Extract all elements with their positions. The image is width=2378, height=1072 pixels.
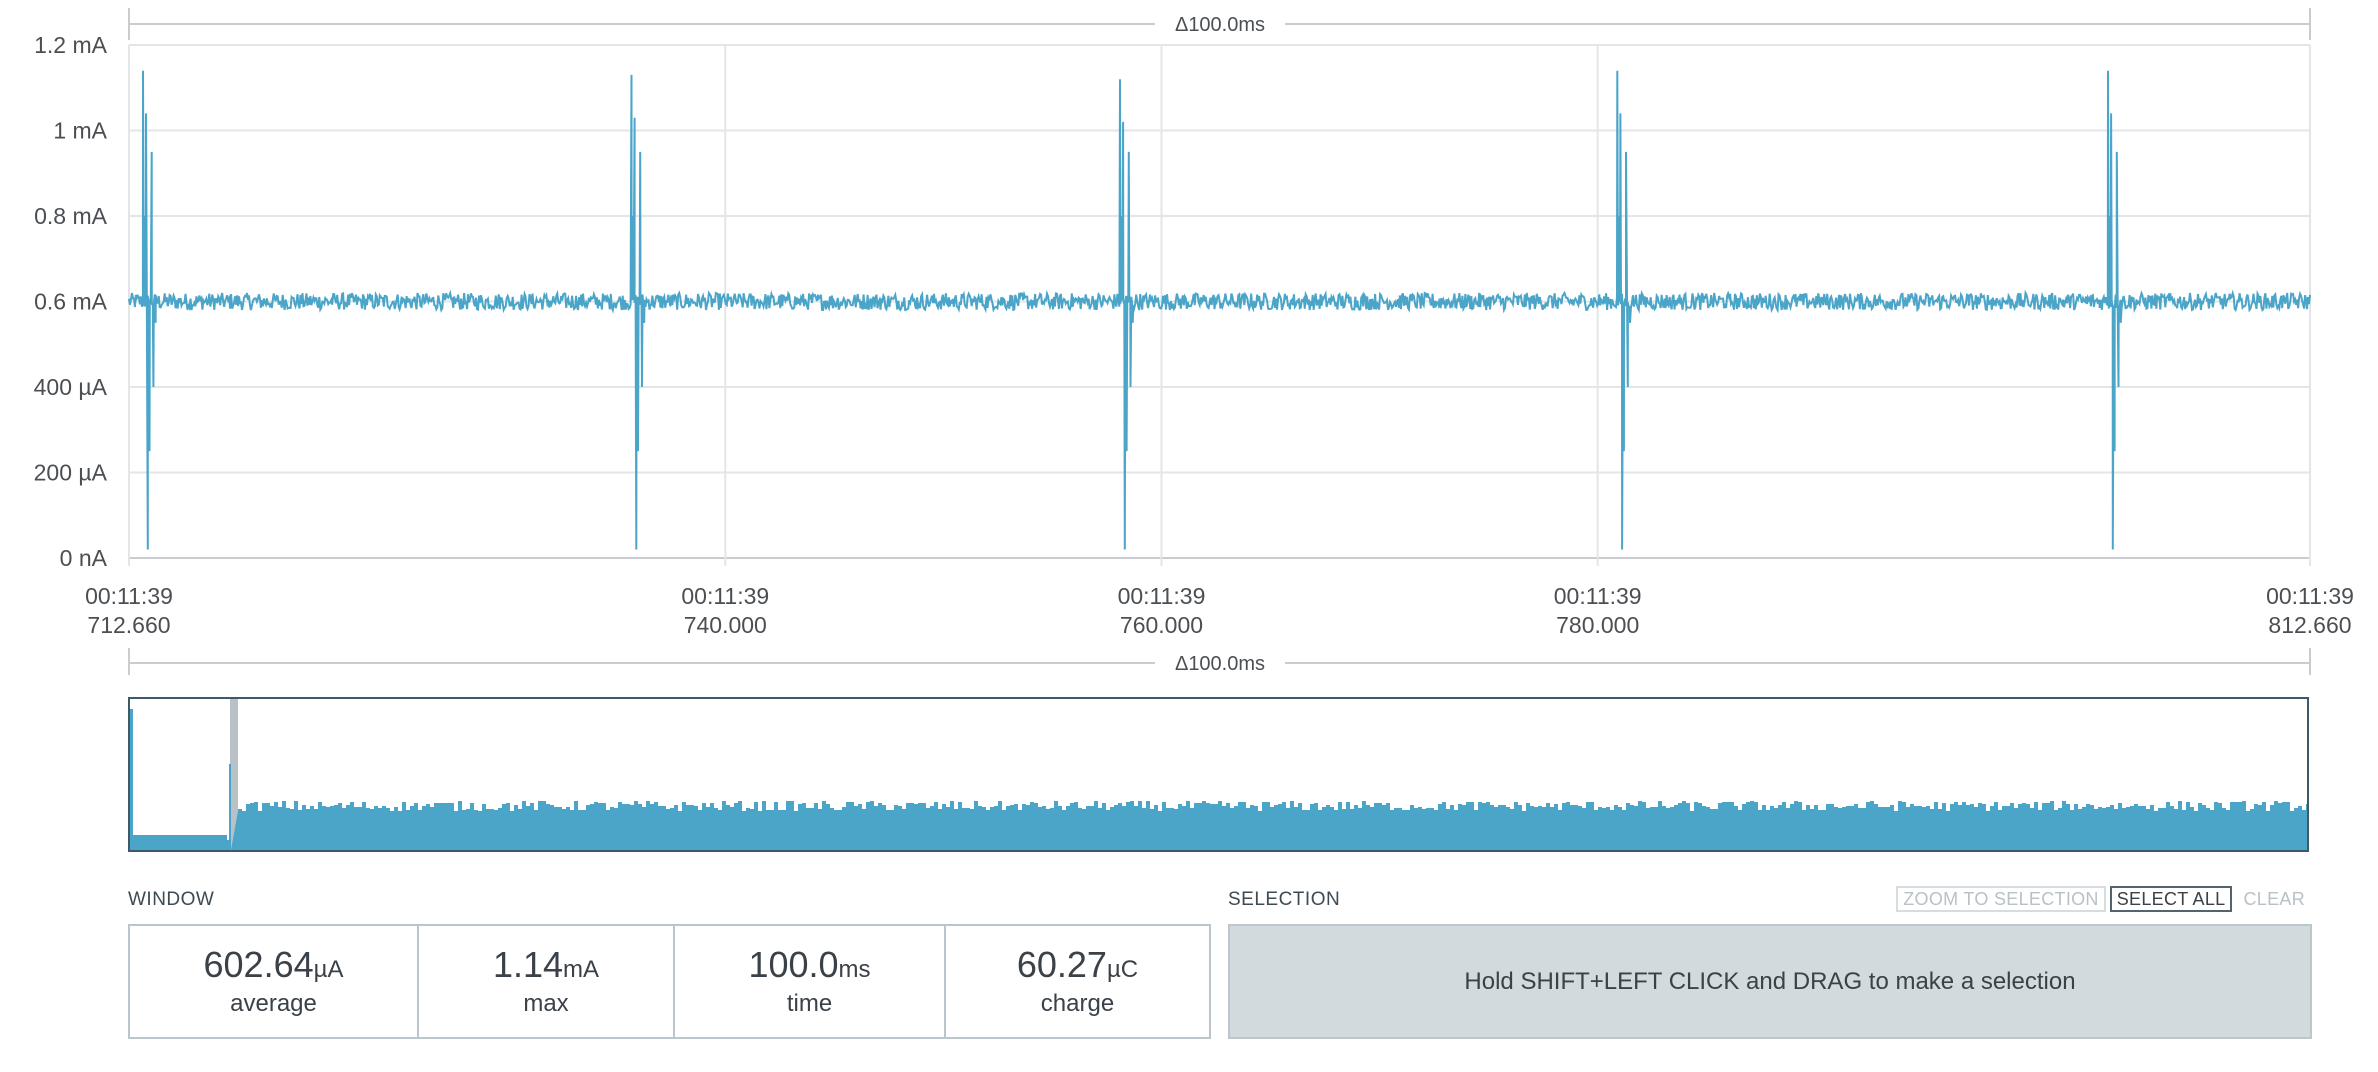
- stat-charge-unit: µC: [1106, 955, 1139, 983]
- overview-window-marker[interactable]: [230, 699, 238, 850]
- window-stats: 602.64µA average 1.14mA max 100.0ms time…: [128, 924, 1211, 1039]
- window-section-label: WINDOW: [128, 889, 215, 910]
- selection-hint: Hold SHIFT+LEFT CLICK and DRAG to make a…: [1464, 967, 2076, 995]
- x-tick-label: 780.000: [1556, 612, 1639, 638]
- select-all-button[interactable]: SELECT ALL: [2109, 886, 2233, 912]
- y-tick-label: 400 µA: [34, 374, 108, 400]
- y-tick-label: 200 µA: [34, 460, 108, 486]
- x-tick-label: 812.660: [2268, 612, 2351, 638]
- y-tick-label: 0.6 mA: [34, 289, 108, 315]
- current-chart[interactable]: 1.2 mA 1 mA 0.8 mA 0.6 mA 400 µA 200 µA 0 nA 0…: [0, 0, 2378, 650]
- selection-toolbar: ZOOM TO SELECTION SELECT ALL CLEAR: [1896, 886, 2312, 912]
- overview-trace: [130, 709, 2307, 850]
- overview-chart[interactable]: [128, 697, 2309, 852]
- stat-time-value: 100.0: [748, 943, 839, 985]
- stat-average-label: average: [230, 990, 317, 1018]
- window-duration-label: Δ100.0ms: [1175, 14, 1265, 36]
- stat-charge: 60.27µC charge: [946, 926, 1209, 1037]
- x-tick-label: 00:11:39: [2266, 583, 2354, 609]
- x-tick-label: 00:11:39: [681, 583, 769, 609]
- window-duration-bar: Δ100.0ms: [128, 8, 2311, 40]
- stat-max: 1.14mA max: [419, 926, 675, 1037]
- x-tick-label: 712.660: [87, 612, 170, 638]
- y-tick-label: 1.2 mA: [34, 32, 108, 58]
- current-trace: [128, 70, 2311, 550]
- zoom-to-selection-button[interactable]: ZOOM TO SELECTION: [1896, 886, 2106, 912]
- stat-average-unit: µA: [313, 955, 344, 983]
- stat-average: 602.64µA average: [130, 926, 419, 1037]
- x-tick-label: 00:11:39: [85, 583, 173, 609]
- y-tick-label: 1 mA: [53, 118, 107, 144]
- stat-time-unit: ms: [838, 955, 871, 983]
- stat-charge-label: charge: [1040, 990, 1115, 1018]
- y-tick-label: 0 nA: [60, 545, 108, 571]
- y-tick-label: 0.8 mA: [34, 203, 108, 229]
- stat-average-value: 602.64: [203, 943, 314, 985]
- x-tick-label: 740.000: [684, 612, 767, 638]
- selection-panel: Hold SHIFT+LEFT CLICK and DRAG to make a…: [1228, 924, 2312, 1039]
- x-tick-label: 00:11:39: [1554, 583, 1642, 609]
- stat-charge-value: 60.27: [1016, 943, 1107, 985]
- stat-time-label: time: [786, 990, 833, 1018]
- stat-max-value: 1.14: [492, 943, 564, 985]
- overview-duration-bar: Δ100.0ms: [128, 648, 2311, 675]
- stat-time: 100.0ms time: [675, 926, 946, 1037]
- selection-section-label: SELECTION: [1228, 889, 1341, 910]
- x-tick-label: 00:11:39: [1118, 583, 1206, 609]
- clear-button[interactable]: CLEAR: [2236, 886, 2312, 912]
- x-tick-label: 760.000: [1120, 612, 1203, 638]
- stat-max-label: max: [523, 990, 569, 1018]
- overview-duration-label: Δ100.0ms: [1175, 653, 1265, 675]
- stat-max-unit: mA: [563, 955, 600, 983]
